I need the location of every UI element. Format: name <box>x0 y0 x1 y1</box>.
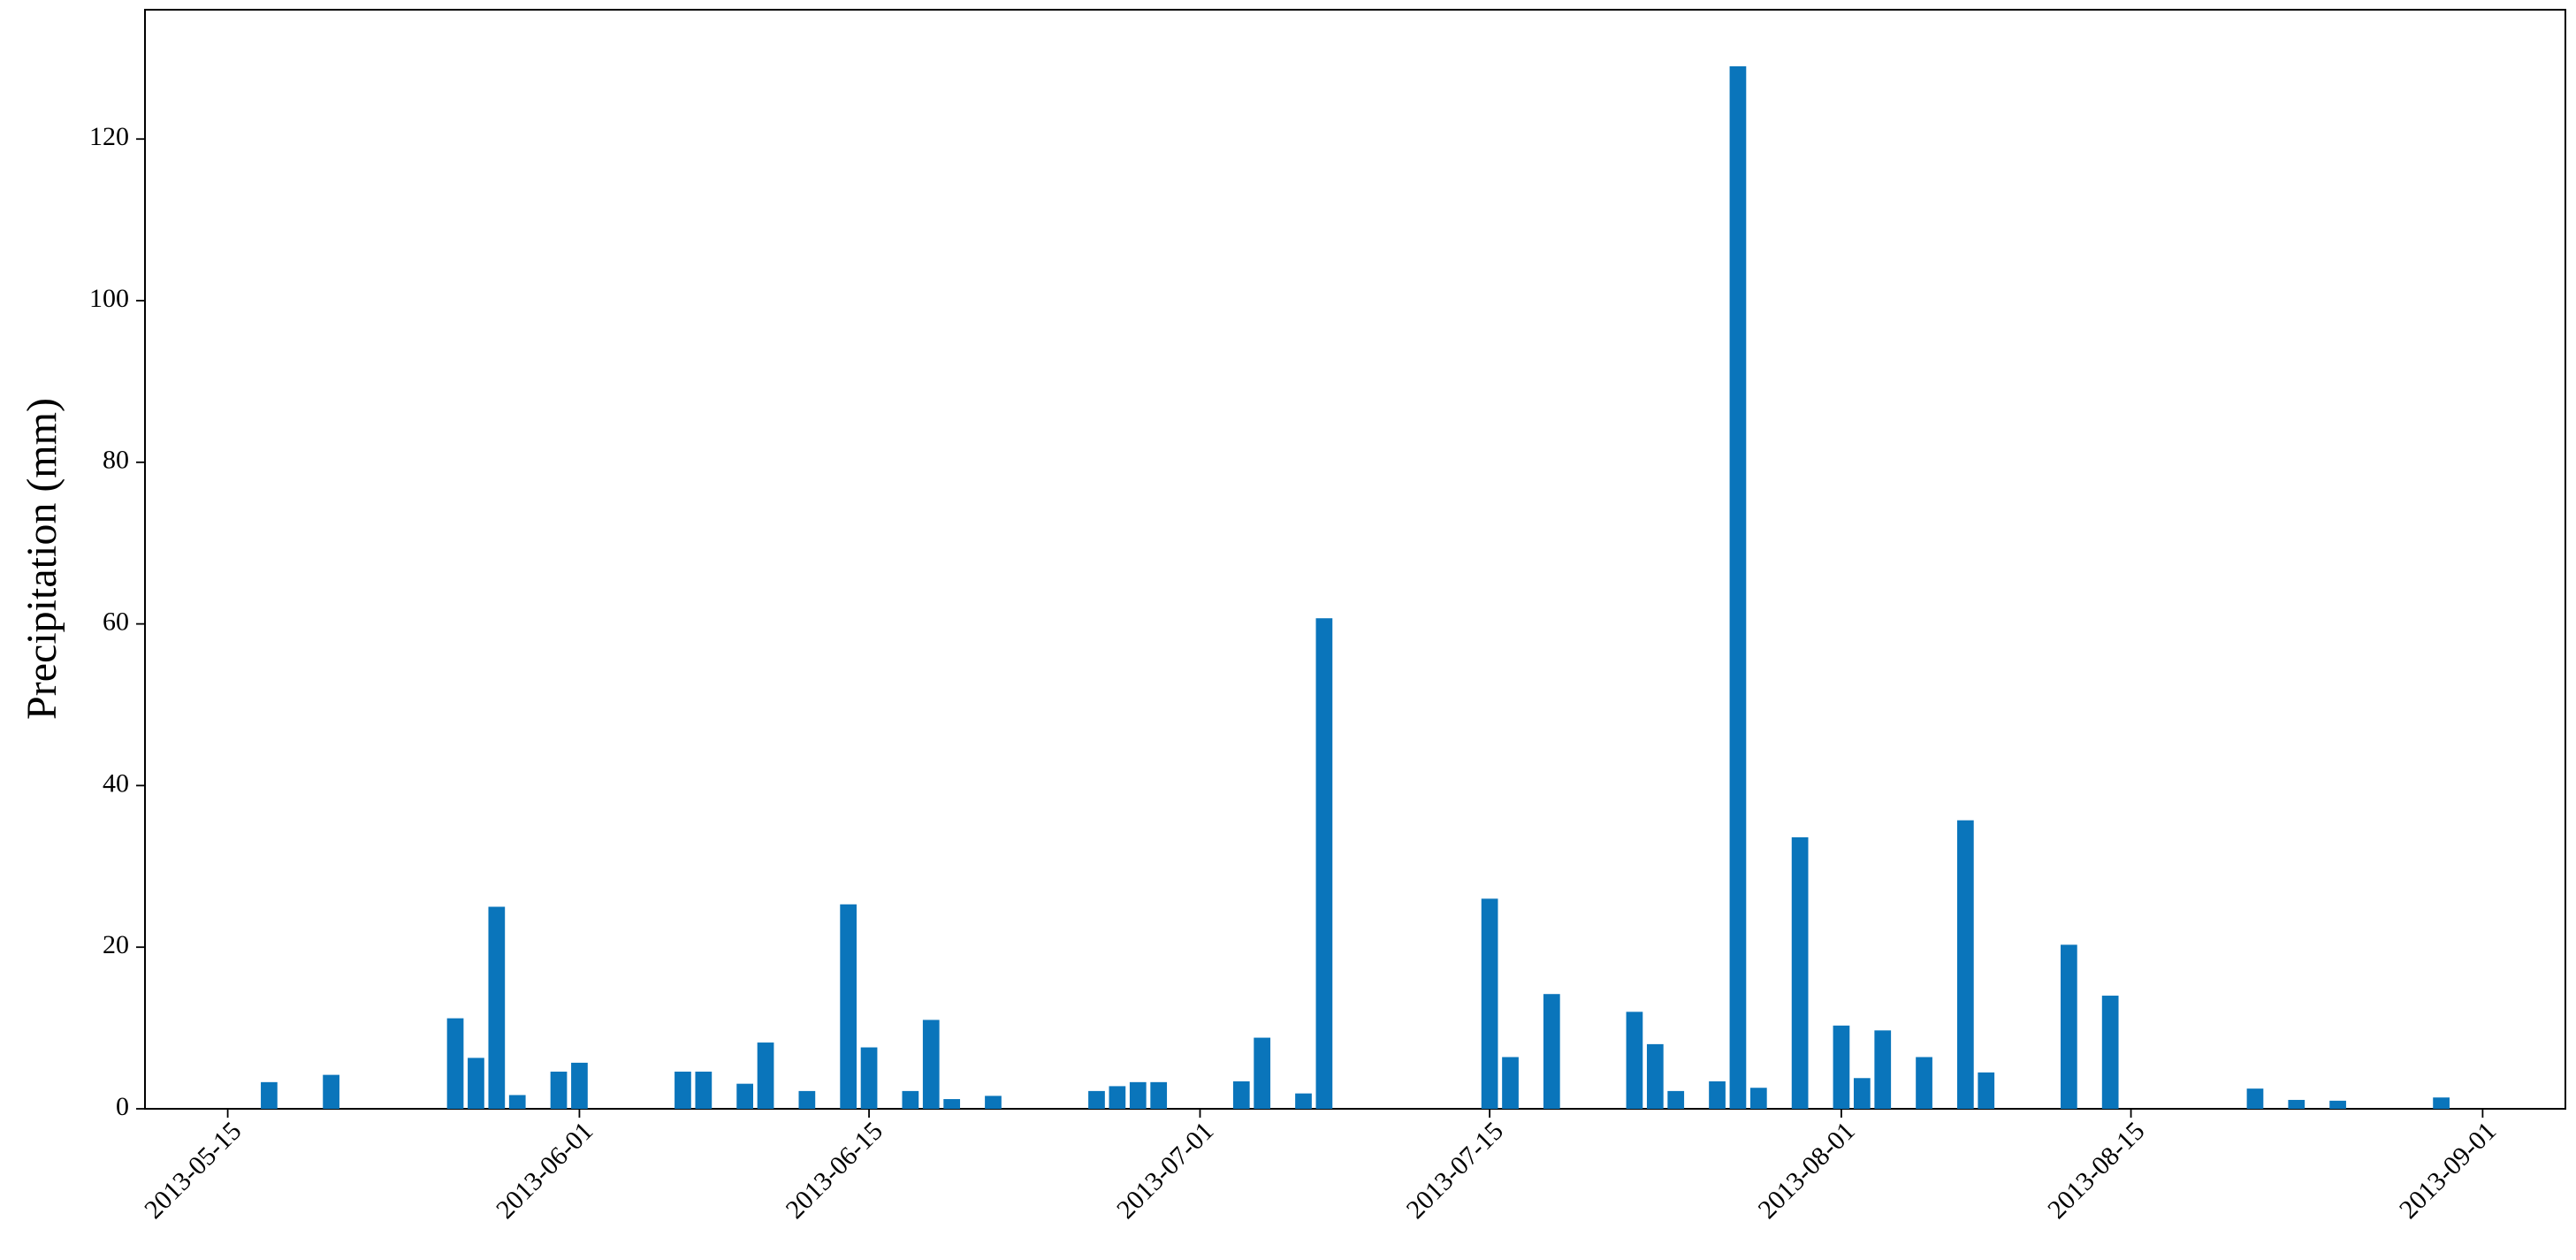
bar <box>261 1081 278 1109</box>
bar <box>695 1071 713 1109</box>
bar <box>508 1095 526 1109</box>
bar <box>1916 1057 1932 1109</box>
x-tick-label: 2013-05-15 <box>139 1116 247 1224</box>
bar <box>2246 1088 2264 1109</box>
bar <box>1109 1086 1126 1109</box>
bar <box>2433 1097 2450 1109</box>
bar <box>550 1071 568 1109</box>
bar <box>1295 1093 1312 1109</box>
bar <box>488 906 506 1109</box>
bar <box>943 1099 961 1109</box>
bar <box>1150 1081 1168 1109</box>
bar <box>1749 1088 1767 1109</box>
bar <box>468 1058 484 1109</box>
bar <box>1315 618 1333 1109</box>
bar <box>2288 1099 2305 1109</box>
x-tick-label: 2013-08-15 <box>2042 1116 2150 1224</box>
x-tick-label: 2013-09-01 <box>2394 1116 2502 1224</box>
bar <box>1874 1030 1892 1109</box>
bar <box>1088 1090 1105 1109</box>
bar <box>2060 944 2077 1109</box>
x-tick-label: 2013-06-15 <box>781 1116 888 1224</box>
bar <box>1709 1081 1726 1109</box>
bar <box>757 1042 774 1109</box>
bar <box>1791 836 1809 1109</box>
bar <box>2329 1100 2346 1109</box>
plot-frame <box>144 9 2566 1110</box>
bar <box>2101 996 2119 1109</box>
bar <box>1956 820 1974 1109</box>
bar <box>1626 1012 1643 1109</box>
bar <box>571 1062 588 1109</box>
bar <box>674 1071 691 1109</box>
bar <box>1543 994 1560 1109</box>
y-tick-label: 40 <box>103 768 129 798</box>
bar <box>1254 1037 1271 1109</box>
bar <box>1978 1072 1995 1109</box>
y-tick-label: 120 <box>89 122 129 151</box>
bar <box>985 1096 1002 1109</box>
bar <box>323 1074 339 1109</box>
bar <box>860 1047 878 1109</box>
bar <box>1667 1090 1685 1109</box>
bar <box>1729 65 1747 1110</box>
y-tick-label: 80 <box>103 446 129 475</box>
bar <box>1232 1081 1250 1109</box>
bar <box>902 1090 919 1109</box>
y-tick-label: 60 <box>103 607 129 637</box>
bar <box>1833 1025 1850 1109</box>
bar <box>1129 1081 1147 1109</box>
x-tick-label: 2013-08-01 <box>1752 1116 1860 1224</box>
bar <box>1481 898 1498 1109</box>
bar <box>1646 1043 1664 1109</box>
bar <box>1853 1078 1871 1109</box>
bar <box>446 1018 464 1109</box>
x-tick-label: 2013-06-01 <box>491 1116 598 1224</box>
bar <box>736 1083 754 1109</box>
bar <box>1502 1057 1519 1109</box>
y-tick-label: 100 <box>89 284 129 313</box>
bar <box>922 1019 940 1109</box>
bar <box>798 1090 816 1109</box>
y-tick-label: 0 <box>116 1092 129 1121</box>
y-tick-label: 20 <box>103 930 129 959</box>
x-tick-label: 2013-07-01 <box>1111 1116 1219 1224</box>
bar <box>840 904 857 1109</box>
y-axis-label: Precipitation (mm) <box>19 398 65 720</box>
x-tick-label: 2013-07-15 <box>1401 1116 1509 1224</box>
